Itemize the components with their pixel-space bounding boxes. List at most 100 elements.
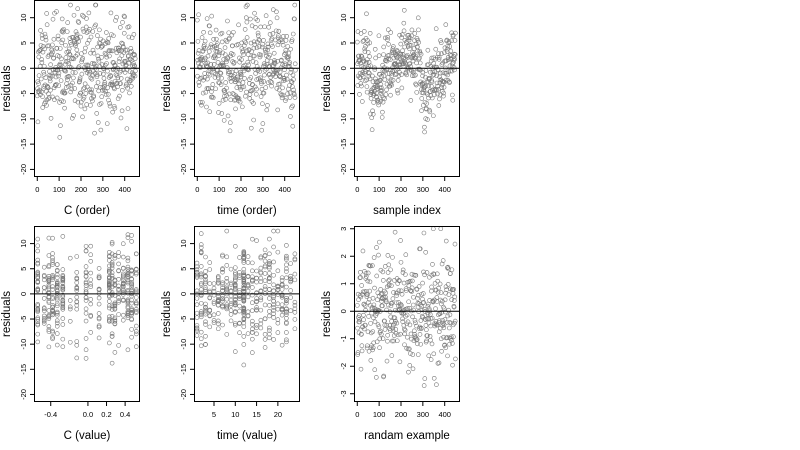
data-point — [46, 316, 52, 321]
data-point — [368, 263, 373, 269]
data-point — [195, 73, 200, 79]
y-tick-label: -20 — [179, 164, 188, 175]
data-point — [254, 268, 259, 274]
data-point — [202, 75, 208, 80]
data-point — [389, 353, 395, 358]
data-point — [269, 83, 274, 89]
data-point — [259, 86, 265, 92]
data-point — [200, 100, 205, 105]
data-point — [376, 324, 382, 330]
plot-frame — [34, 226, 140, 402]
data-point — [110, 109, 115, 115]
data-point — [367, 288, 373, 294]
data-point — [120, 241, 126, 247]
data-point — [203, 45, 208, 51]
data-point — [241, 277, 247, 282]
data-point — [203, 89, 209, 95]
data-point — [204, 16, 210, 21]
data-point — [96, 315, 102, 321]
data-point — [452, 320, 457, 326]
data-point — [116, 298, 121, 303]
data-point — [46, 273, 52, 279]
data-point — [423, 249, 428, 255]
data-point — [133, 300, 139, 306]
data-point — [217, 70, 223, 76]
data-point — [258, 279, 264, 285]
data-point — [224, 85, 229, 91]
data-point — [282, 67, 287, 72]
data-point — [440, 323, 446, 328]
data-point — [397, 359, 403, 365]
data-point — [112, 105, 118, 111]
data-point — [254, 279, 259, 285]
data-point — [256, 37, 262, 42]
data-point — [379, 331, 384, 337]
data-point — [50, 284, 55, 289]
data-point — [120, 20, 125, 25]
data-point — [54, 320, 60, 326]
data-point — [60, 285, 66, 290]
data-point — [452, 56, 458, 62]
data-point — [281, 34, 286, 39]
data-point — [200, 48, 206, 54]
data-point — [264, 107, 270, 113]
data-point — [55, 33, 61, 39]
data-point — [402, 327, 408, 333]
data-point — [421, 383, 427, 388]
data-point — [442, 342, 448, 348]
data-point — [83, 298, 89, 303]
data-point — [211, 288, 217, 294]
data-point — [370, 347, 375, 353]
data-point — [74, 339, 80, 344]
data-point — [416, 27, 421, 33]
data-point — [84, 102, 89, 107]
data-point — [386, 52, 392, 58]
data-point — [120, 41, 126, 47]
data-point — [47, 72, 53, 78]
data-point — [90, 47, 96, 53]
data-point — [194, 302, 200, 307]
data-point — [363, 69, 368, 74]
data-point — [414, 287, 420, 292]
data-point — [241, 295, 247, 301]
data-point — [69, 115, 75, 121]
data-point — [114, 80, 120, 86]
data-point — [376, 307, 382, 313]
data-point — [359, 83, 364, 89]
data-point — [71, 113, 76, 118]
data-point — [370, 108, 375, 114]
data-point — [444, 287, 449, 292]
data-point — [104, 61, 109, 66]
data-point — [74, 306, 80, 312]
data-point — [221, 118, 227, 123]
data-point — [70, 70, 76, 75]
x-axis-title: time (order) — [217, 205, 277, 217]
data-point — [436, 285, 441, 291]
data-point — [253, 91, 259, 97]
data-point — [237, 303, 242, 309]
data-point — [390, 255, 395, 260]
data-point — [288, 278, 293, 284]
data-point — [363, 271, 369, 276]
data-point — [356, 297, 361, 302]
data-point — [88, 243, 94, 249]
data-point — [125, 277, 131, 283]
data-point — [60, 305, 66, 311]
data-point — [406, 32, 411, 38]
data-point — [224, 302, 230, 307]
data-point — [83, 24, 89, 30]
data-point — [133, 301, 139, 307]
data-point — [241, 258, 247, 263]
data-point — [415, 352, 421, 357]
data-point — [113, 45, 119, 51]
data-point — [283, 50, 288, 56]
data-point — [97, 71, 103, 76]
data-point — [363, 322, 368, 328]
data-point — [404, 72, 409, 78]
y-axis-title: residuals — [161, 65, 173, 111]
y-tick-label: 3 — [339, 227, 348, 231]
data-point — [258, 94, 264, 99]
data-point — [112, 321, 118, 326]
x-tick-label: 400 — [118, 185, 131, 194]
data-point — [244, 19, 250, 25]
